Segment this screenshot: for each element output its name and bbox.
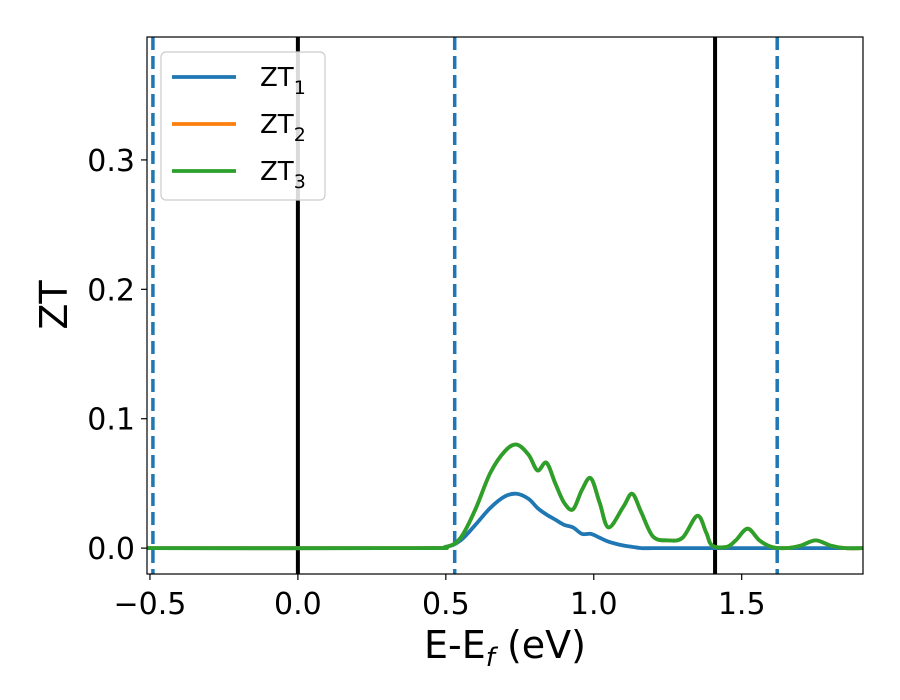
x-tick-label: 0.0 xyxy=(274,587,322,622)
plot-frame xyxy=(146,36,864,575)
legend-items: ZT1 ZT2 ZT3 xyxy=(172,63,306,193)
x-tick-label: 1.5 xyxy=(718,587,766,622)
legend: ZT1 ZT2 ZT3 xyxy=(160,51,326,201)
x-axis-label: E-Ef (eV) xyxy=(424,623,586,673)
series-line-zt3 xyxy=(147,442,863,551)
x-axis-label-unit: (eV) xyxy=(495,623,586,667)
y-axis-label: ZT xyxy=(32,280,76,330)
x-tick-label: 0.5 xyxy=(422,587,470,622)
y-tick-label: 0.0 xyxy=(87,532,135,567)
x-axis-label-main: E-E xyxy=(424,623,486,667)
x-tick-label: 1.0 xyxy=(570,587,618,622)
series-line-zt1 xyxy=(147,491,863,551)
x-axis: −0.5 0.0 0.5 1.0 1.5 xyxy=(114,574,766,622)
y-tick-label: 0.1 xyxy=(87,403,135,438)
y-tick-label: 0.2 xyxy=(87,273,135,308)
y-axis: 0.0 0.1 0.2 0.3 xyxy=(87,144,147,567)
y-tick-label: 0.3 xyxy=(87,144,135,179)
legend-box xyxy=(160,51,326,201)
legend-label-zt3: ZT3 xyxy=(260,157,306,193)
legend-label-zt1: ZT1 xyxy=(260,63,306,99)
series-lines xyxy=(147,442,863,551)
legend-label-zt2: ZT2 xyxy=(260,110,306,146)
x-tick-label: −0.5 xyxy=(114,587,187,622)
